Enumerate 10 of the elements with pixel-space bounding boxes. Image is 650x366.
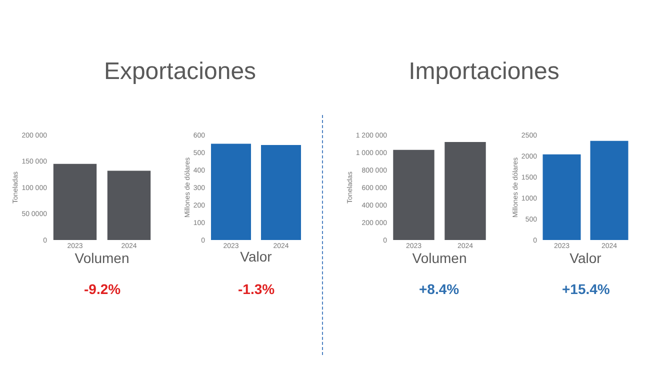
- chart-title: Importaciones: [408, 58, 560, 86]
- text: +8.4%: [419, 281, 460, 297]
- text: +15.4%: [562, 281, 610, 297]
- x-axis-title: Valor: [570, 250, 602, 266]
- x-axis-title: Valor: [240, 248, 272, 264]
- text: -9.2%: [84, 281, 122, 297]
- chart-title: Exportaciones: [102, 58, 258, 86]
- text: -1.3%: [238, 281, 276, 297]
- x-axis-title: Volumen: [412, 250, 467, 266]
- x-axis-title: Volumen: [74, 250, 130, 266]
